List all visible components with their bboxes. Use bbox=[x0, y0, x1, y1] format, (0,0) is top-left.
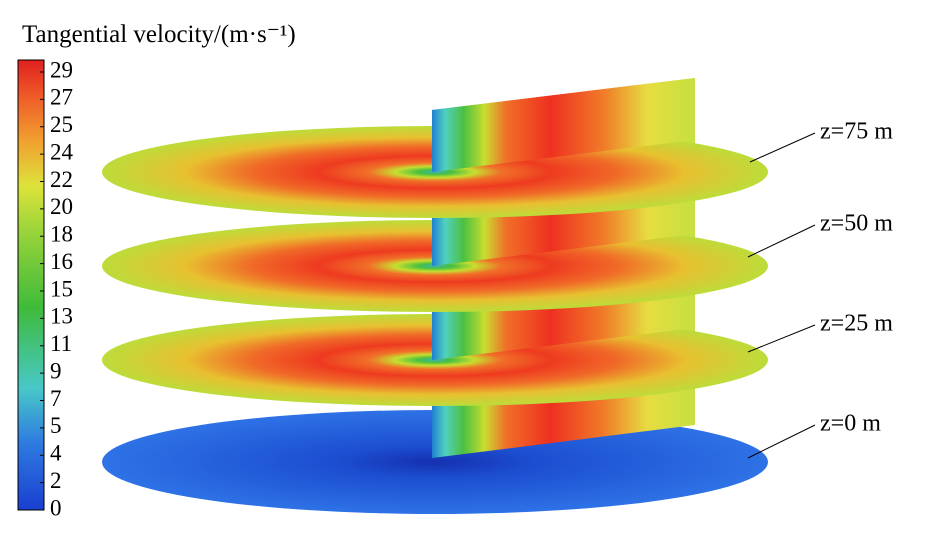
leader-line bbox=[747, 224, 816, 258]
colorbar-label: 5 bbox=[50, 413, 62, 438]
plane-label: z=0 m bbox=[820, 411, 881, 437]
colorbar-label: 16 bbox=[50, 249, 73, 274]
leader-line bbox=[747, 324, 816, 353]
colorbar-label: 11 bbox=[50, 331, 72, 356]
leader-line bbox=[749, 132, 816, 163]
plane-label: z=25 m bbox=[820, 311, 893, 337]
colorbar-label: 7 bbox=[50, 386, 62, 411]
colorbar bbox=[17, 59, 45, 511]
plane-labels: z=75 m z=50 m z=25 m z=0 m bbox=[747, 119, 893, 459]
colorbar-label: 9 bbox=[50, 358, 62, 383]
colorbar-label: 20 bbox=[50, 194, 73, 219]
colorbar-label: 13 bbox=[50, 304, 73, 329]
colorbar-label: 0 bbox=[50, 495, 62, 520]
colorbar-label: 15 bbox=[50, 276, 73, 301]
title: Tangential velocity/(m·s⁻¹) bbox=[22, 21, 296, 48]
colorbar-label: 25 bbox=[50, 112, 73, 137]
leader-line bbox=[747, 424, 816, 459]
colorbar-label: 2 bbox=[50, 468, 62, 493]
colorbar-label: 18 bbox=[50, 222, 73, 247]
colorbar-label: 27 bbox=[50, 85, 73, 110]
plane-label: z=75 m bbox=[820, 119, 893, 145]
colorbar-label: 4 bbox=[50, 441, 62, 466]
colorbar-label: 22 bbox=[50, 167, 73, 192]
colorbar-label: 29 bbox=[50, 57, 73, 82]
colorbar-label: 24 bbox=[50, 139, 74, 164]
slice bbox=[432, 78, 695, 172]
plane-label: z=50 m bbox=[820, 211, 893, 237]
